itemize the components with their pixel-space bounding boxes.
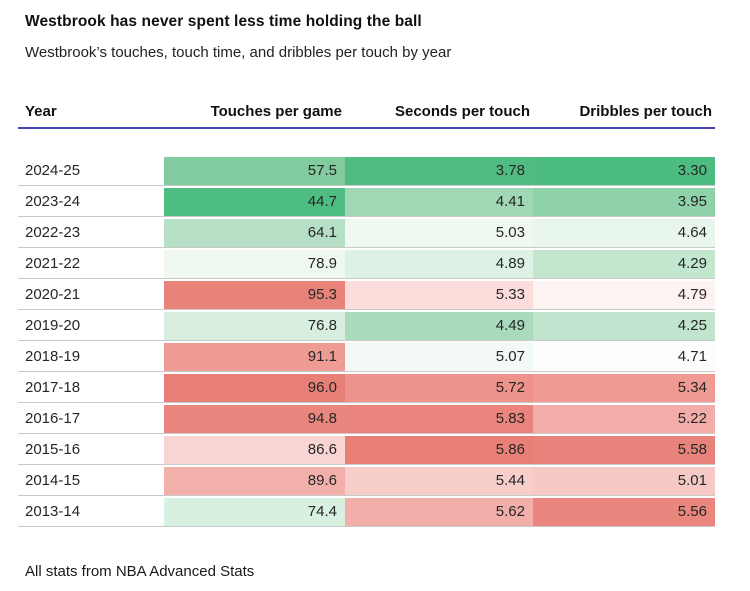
value-cell: 5.33 (345, 281, 533, 309)
column-header-year: Year (25, 103, 57, 120)
value-cell: 64.1 (164, 219, 345, 247)
value-cell: 78.9 (164, 250, 345, 278)
year-cell: 2021-22 (18, 250, 164, 278)
value-cell: 5.86 (345, 436, 533, 464)
value-cell: 5.62 (345, 498, 533, 526)
value-cell: 4.89 (345, 250, 533, 278)
value-cell: 89.6 (164, 467, 345, 495)
year-cell: 2014-15 (18, 467, 164, 495)
value-cell: 5.83 (345, 405, 533, 433)
table-row: 2019-20 76.8 4.49 4.25 (18, 312, 715, 341)
table-row: 2020-21 95.3 5.33 4.79 (18, 281, 715, 310)
value-cell: 44.7 (164, 188, 345, 216)
value-cell: 5.56 (533, 498, 715, 526)
value-cell: 4.29 (533, 250, 715, 278)
year-cell: 2019-20 (18, 312, 164, 340)
value-cell: 74.4 (164, 498, 345, 526)
stats-table: Year Touches per game Seconds per touch … (18, 103, 715, 527)
table-row: 2017-18 96.0 5.72 5.34 (18, 374, 715, 403)
value-cell: 5.03 (345, 219, 533, 247)
value-cell: 4.25 (533, 312, 715, 340)
value-cell: 5.34 (533, 374, 715, 402)
year-cell: 2015-16 (18, 436, 164, 464)
value-cell: 57.5 (164, 157, 345, 185)
value-cell: 4.64 (533, 219, 715, 247)
column-header-dribbles: Dribbles per touch (579, 103, 712, 120)
value-cell: 3.78 (345, 157, 533, 185)
table-row: 2024-25 57.5 3.78 3.30 (18, 157, 715, 186)
value-cell: 5.44 (345, 467, 533, 495)
value-cell: 5.01 (533, 467, 715, 495)
table-body: 2024-25 57.5 3.78 3.30 2023-24 44.7 4.41 3.95 20… (18, 157, 715, 527)
value-cell: 4.41 (345, 188, 533, 216)
value-cell: 5.07 (345, 343, 533, 371)
year-cell: 2020-21 (18, 281, 164, 309)
table-header-row: Year Touches per game Seconds per touch … (18, 103, 715, 129)
table-row: 2016-17 94.8 5.83 5.22 (18, 405, 715, 434)
table-row: 2014-15 89.6 5.44 5.01 (18, 467, 715, 496)
column-header-touches: Touches per game (210, 103, 342, 120)
table-row: 2021-22 78.9 4.89 4.29 (18, 250, 715, 279)
value-cell: 94.8 (164, 405, 345, 433)
value-cell: 76.8 (164, 312, 345, 340)
table-row: 2022-23 64.1 5.03 4.64 (18, 219, 715, 248)
value-cell: 3.30 (533, 157, 715, 185)
value-cell: 4.79 (533, 281, 715, 309)
table-row: 2013-14 74.4 5.62 5.56 (18, 498, 715, 527)
year-cell: 2024-25 (18, 157, 164, 185)
table-row: 2015-16 86.6 5.86 5.58 (18, 436, 715, 465)
chart-subtitle: Westbrook’s touches, touch time, and dri… (25, 44, 452, 61)
value-cell: 86.6 (164, 436, 345, 464)
value-cell: 5.72 (345, 374, 533, 402)
year-cell: 2022-23 (18, 219, 164, 247)
chart-title: Westbrook has never spent less time hold… (25, 13, 422, 30)
value-cell: 95.3 (164, 281, 345, 309)
year-cell: 2023-24 (18, 188, 164, 216)
value-cell: 3.95 (533, 188, 715, 216)
year-cell: 2016-17 (18, 405, 164, 433)
value-cell: 4.49 (345, 312, 533, 340)
value-cell: 4.71 (533, 343, 715, 371)
value-cell: 91.1 (164, 343, 345, 371)
value-cell: 5.22 (533, 405, 715, 433)
table-row: 2023-24 44.7 4.41 3.95 (18, 188, 715, 217)
year-cell: 2017-18 (18, 374, 164, 402)
column-header-seconds: Seconds per touch (394, 103, 530, 120)
value-cell: 96.0 (164, 374, 345, 402)
year-cell: 2013-14 (18, 498, 164, 526)
year-cell: 2018-19 (18, 343, 164, 371)
page: Westbrook has never spent less time hold… (0, 13, 750, 591)
table-row: 2018-19 91.1 5.07 4.71 (18, 343, 715, 372)
source-note: All stats from NBA Advanced Stats (25, 563, 255, 580)
value-cell: 5.58 (533, 436, 715, 464)
